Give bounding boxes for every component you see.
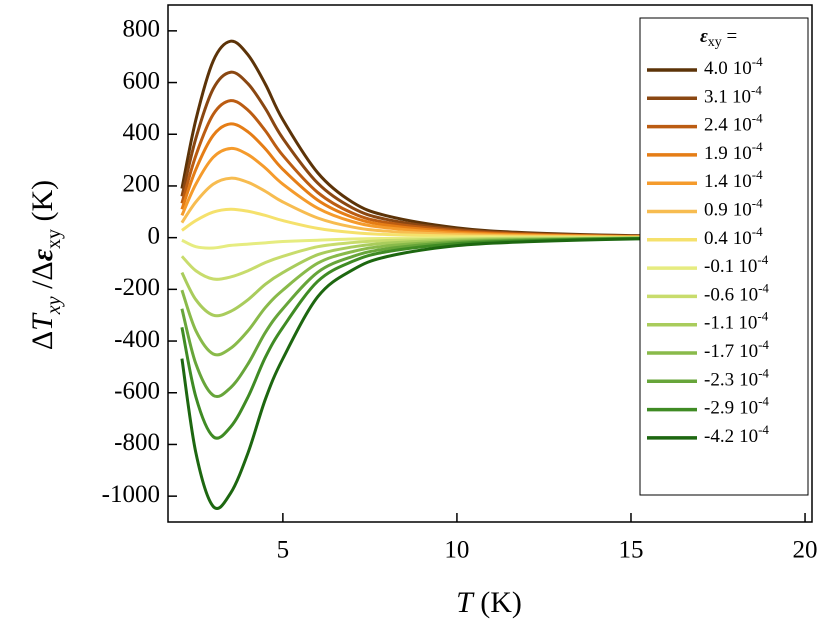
legend-unit-base: 10 (739, 398, 758, 419)
legend-unit-base: 10 (739, 341, 758, 362)
legend-unit-base: 10 (733, 228, 752, 249)
legend-title-symbol: ε (700, 26, 708, 47)
legend-unit-exp: -4 (752, 195, 763, 210)
legend-name: 3.1 (704, 87, 727, 108)
legend-unit-base: 10 (738, 256, 757, 277)
legend-unit-exp: -4 (758, 337, 769, 352)
legend-name: 1.4 (704, 172, 728, 193)
y-axis-label: ΔTxy /Δεxy (K) (26, 180, 65, 350)
legend-label: 0.9 10-4 (704, 195, 763, 220)
legend-unit-base: 10 (732, 87, 751, 108)
legend-label: -2.3 10-4 (704, 365, 769, 390)
legend-unit-exp: -4 (752, 54, 763, 69)
legend-label: 2.4 10-4 (704, 111, 763, 136)
y-tick-label: -800 (114, 429, 160, 456)
legend-unit-base: 10 (739, 426, 758, 447)
legend-label: -1.7 10-4 (704, 337, 769, 362)
legend-unit-exp: -4 (758, 280, 769, 295)
legend-unit-base: 10 (733, 143, 752, 164)
y-tick-label: -400 (114, 326, 160, 353)
legend-name: 0.9 (704, 200, 728, 221)
x-tick-label: 15 (618, 537, 643, 564)
legend-label: 1.9 10-4 (704, 139, 763, 164)
legend-unit-base: 10 (733, 115, 752, 136)
legend-unit-exp: -4 (758, 365, 769, 380)
legend-name: 0.4 (704, 228, 728, 249)
legend-unit-base: 10 (739, 285, 758, 306)
legend-name: -1.1 (704, 313, 734, 334)
legend-title-eq: = (722, 26, 737, 47)
plot-frame (167, 4, 813, 523)
y-tick-label: -1000 (102, 481, 160, 508)
legend-label: -2.9 10-4 (704, 394, 769, 419)
legend-name: 4.0 (704, 58, 728, 79)
legend-unit-base: 10 (733, 200, 752, 221)
y-tick-label: 0 (148, 222, 161, 249)
legend-name: -2.9 (704, 398, 734, 419)
legend-title-sub: xy (708, 35, 722, 50)
legend-unit-exp: -4 (752, 139, 763, 154)
y-tick-label: 800 (123, 16, 161, 43)
legend-unit-base: 10 (733, 58, 752, 79)
series-line (180, 236, 806, 510)
legend-label: 1.4 10-4 (704, 167, 763, 192)
legend-title: εxy = (700, 26, 737, 50)
legend-name: -0.1 (704, 256, 734, 277)
legend-unit-exp: -4 (758, 394, 769, 409)
legend-unit-exp: -4 (757, 309, 768, 324)
legend-unit-exp: -4 (757, 252, 768, 267)
legend-label: 0.4 10-4 (704, 224, 763, 249)
y-tick-label: 400 (123, 119, 161, 146)
legend-unit-exp: -4 (752, 224, 763, 239)
y-tick-label: -200 (114, 274, 160, 301)
legend-name: 2.4 (704, 115, 728, 136)
legend-name: -2.3 (704, 370, 734, 391)
legend-label: 3.1 10-4 (704, 82, 762, 107)
legend-name: -0.6 (704, 285, 734, 306)
legend-unit-exp: -4 (752, 167, 763, 182)
y-tick-label: 600 (123, 67, 161, 94)
x-axis-label: T (K) (456, 586, 522, 619)
legend-label: -4.2 10-4 (704, 422, 769, 447)
legend-name: -4.2 (704, 426, 734, 447)
x-tick-label: 5 (277, 537, 290, 564)
legend-unit-base: 10 (739, 370, 758, 391)
legend-unit-exp: -4 (752, 111, 763, 126)
x-tick-label: 10 (444, 537, 469, 564)
legend-unit-exp: -4 (751, 82, 762, 97)
legend-unit-exp: -4 (758, 422, 769, 437)
legend-name: 1.9 (704, 143, 728, 164)
legend-unit-base: 10 (738, 313, 757, 334)
y-tick-label: -600 (114, 377, 160, 404)
x-tick-label: 20 (793, 537, 818, 564)
legend-label: -1.1 10-4 (704, 309, 769, 334)
y-tick-label: 200 (123, 171, 161, 198)
legend-unit-base: 10 (733, 172, 752, 193)
legend-label: -0.1 10-4 (704, 252, 769, 277)
legend-label: -0.6 10-4 (704, 280, 769, 305)
legend-name: -1.7 (704, 341, 734, 362)
legend-label: 4.0 10-4 (704, 54, 763, 79)
